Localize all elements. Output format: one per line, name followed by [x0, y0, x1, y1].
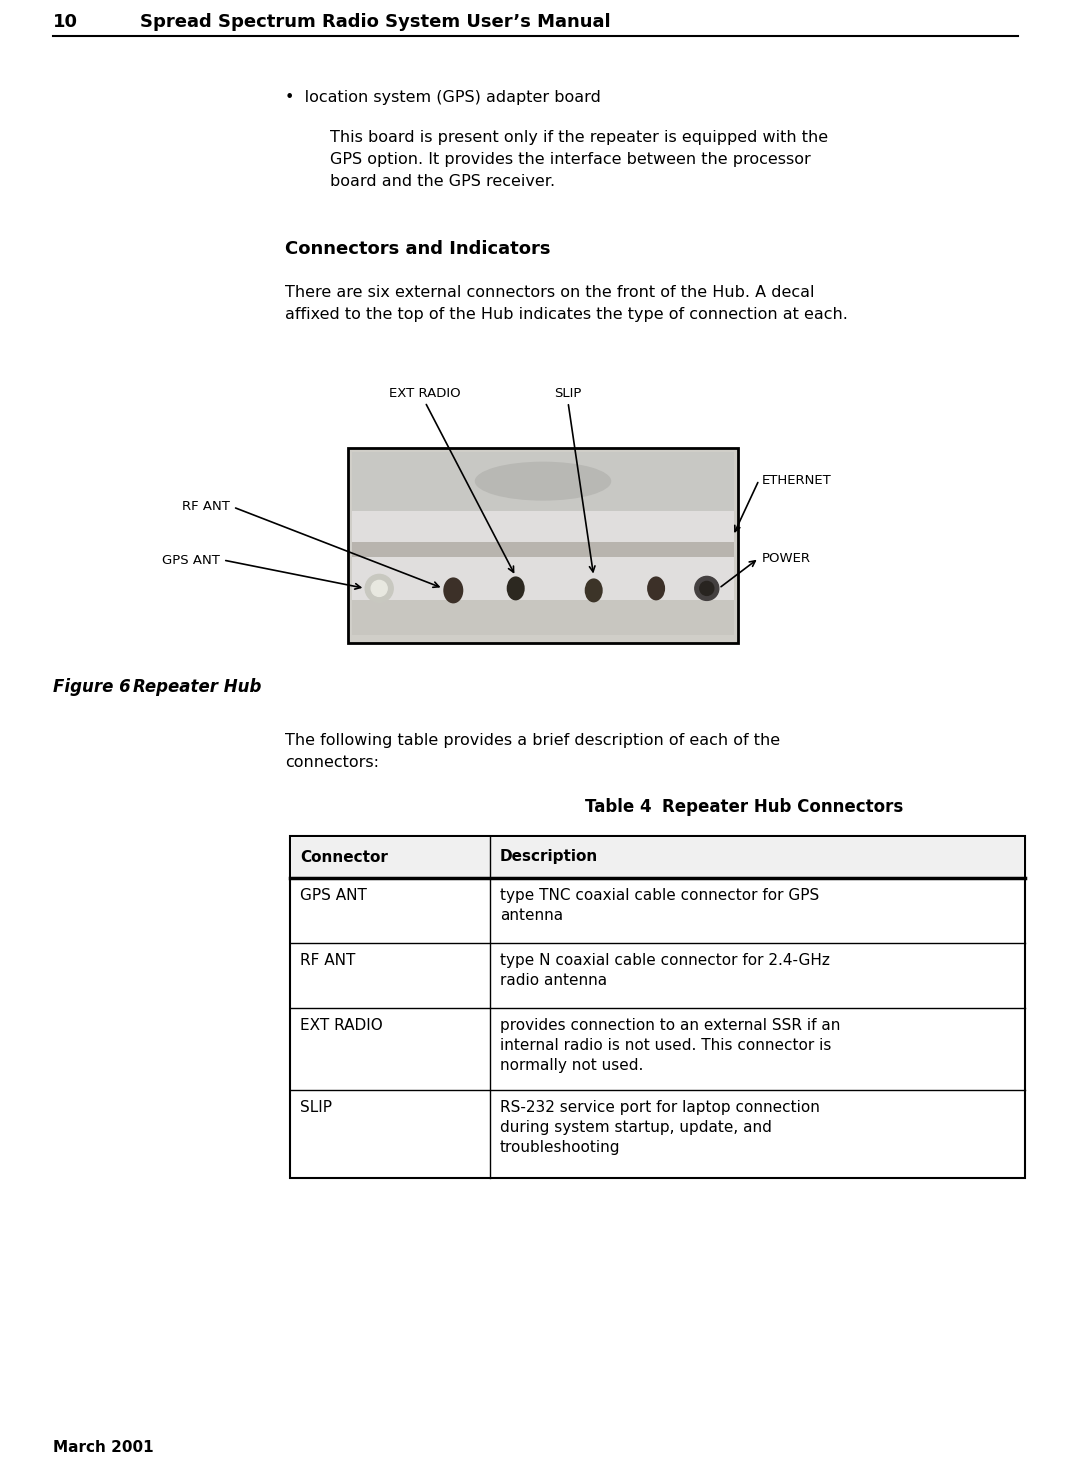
Bar	[348, 448, 738, 642]
Text: Spread Spectrum Radio System User’s Manual: Spread Spectrum Radio System User’s Manu…	[140, 13, 610, 31]
Text: Repeater Hub Connectors: Repeater Hub Connectors	[662, 798, 903, 815]
Text: normally not used.: normally not used.	[500, 1058, 644, 1072]
Text: Figure 6: Figure 6	[52, 678, 131, 696]
Ellipse shape	[585, 579, 603, 603]
Text: Repeater Hub: Repeater Hub	[133, 678, 261, 696]
Text: RF ANT: RF ANT	[300, 953, 356, 967]
Circle shape	[699, 582, 713, 595]
Text: provides connection to an external SSR if an: provides connection to an external SSR i…	[500, 1018, 841, 1032]
Text: during system startup, update, and: during system startup, update, and	[500, 1120, 772, 1134]
Text: •  location system (GPS) adapter board: • location system (GPS) adapter board	[285, 90, 601, 105]
Text: POWER: POWER	[761, 551, 811, 564]
Bar	[352, 600, 734, 635]
Text: EXT RADIO: EXT RADIO	[389, 387, 461, 400]
Bar	[291, 837, 1024, 877]
Text: internal radio is not used. This connector is: internal radio is not used. This connect…	[500, 1038, 831, 1053]
Ellipse shape	[443, 578, 464, 604]
Bar	[290, 836, 1025, 1179]
Bar	[352, 542, 734, 557]
Text: board and the GPS receiver.: board and the GPS receiver.	[330, 174, 555, 189]
Circle shape	[372, 580, 388, 597]
Bar	[352, 452, 734, 511]
Text: ETHERNET: ETHERNET	[761, 474, 832, 486]
Bar	[352, 511, 734, 628]
Text: Connector: Connector	[300, 849, 388, 864]
Text: Table 4: Table 4	[585, 798, 651, 815]
Text: GPS ANT: GPS ANT	[162, 554, 220, 567]
Text: EXT RADIO: EXT RADIO	[300, 1018, 382, 1032]
Ellipse shape	[507, 576, 525, 600]
Circle shape	[695, 576, 719, 600]
Text: RF ANT: RF ANT	[182, 501, 230, 514]
Text: affixed to the top of the Hub indicates the type of connection at each.: affixed to the top of the Hub indicates …	[285, 307, 848, 322]
Text: GPS ANT: GPS ANT	[300, 888, 367, 902]
Text: troubleshooting: troubleshooting	[500, 1140, 620, 1155]
Text: March 2001: March 2001	[52, 1440, 153, 1455]
Text: There are six external connectors on the front of the Hub. A decal: There are six external connectors on the…	[285, 285, 815, 300]
Text: Description: Description	[500, 849, 599, 864]
Text: SLIP: SLIP	[555, 387, 582, 400]
Text: radio antenna: radio antenna	[500, 973, 607, 988]
Text: RS-232 service port for laptop connection: RS-232 service port for laptop connectio…	[500, 1100, 820, 1115]
Text: antenna: antenna	[500, 908, 563, 923]
Text: 10: 10	[52, 13, 78, 31]
Text: type TNC coaxial cable connector for GPS: type TNC coaxial cable connector for GPS	[500, 888, 819, 902]
Text: connectors:: connectors:	[285, 755, 379, 770]
Circle shape	[365, 575, 393, 603]
Text: This board is present only if the repeater is equipped with the: This board is present only if the repeat…	[330, 130, 828, 145]
Text: SLIP: SLIP	[300, 1100, 332, 1115]
Text: type N coaxial cable connector for 2.4-GHz: type N coaxial cable connector for 2.4-G…	[500, 953, 830, 967]
Ellipse shape	[474, 462, 612, 501]
Text: GPS option. It provides the interface between the processor: GPS option. It provides the interface be…	[330, 152, 811, 167]
Text: The following table provides a brief description of each of the: The following table provides a brief des…	[285, 733, 780, 747]
Ellipse shape	[647, 576, 665, 600]
Text: Connectors and Indicators: Connectors and Indicators	[285, 239, 550, 258]
